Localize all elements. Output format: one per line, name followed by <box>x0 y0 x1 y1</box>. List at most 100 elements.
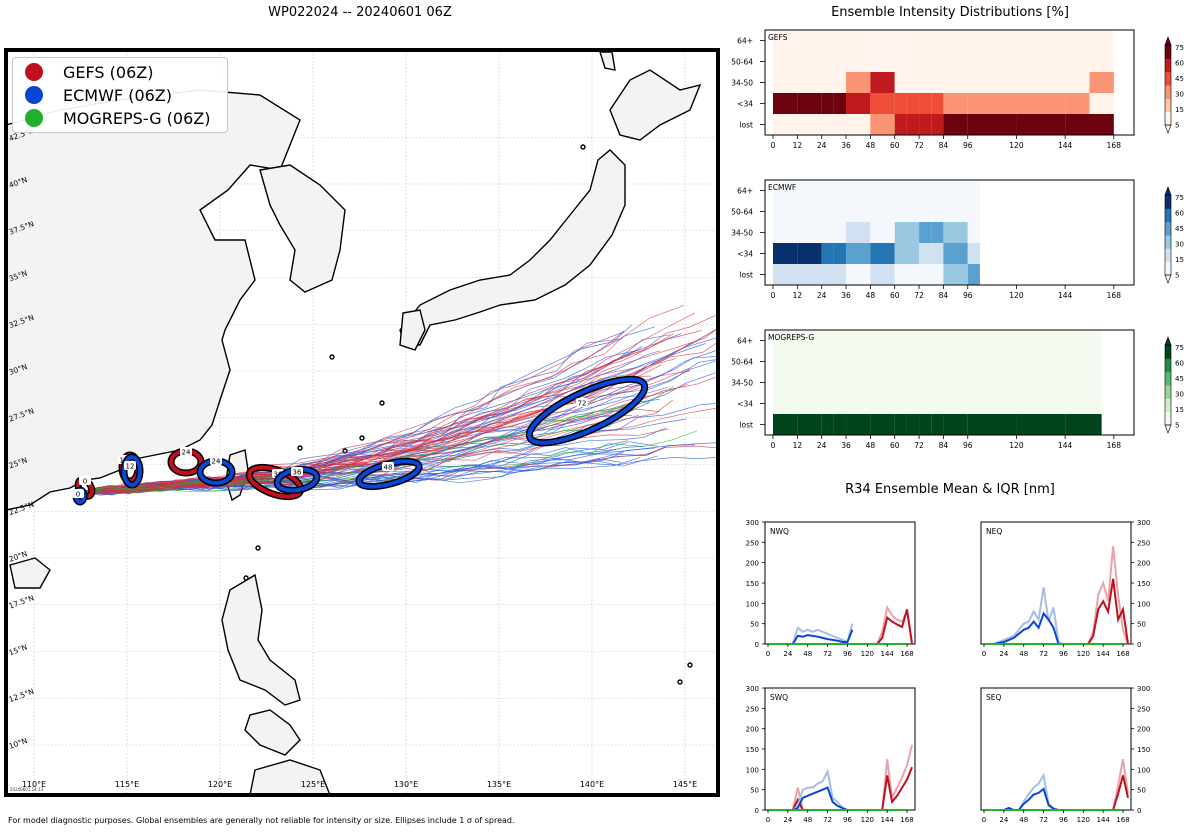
heatmap-cell <box>1089 393 1102 414</box>
heatmap-cell <box>1016 51 1066 72</box>
heatmap-xtick-label: 168 <box>1107 291 1122 300</box>
colorbar-tick-label: 75 <box>1175 194 1184 202</box>
heatmap-xtick-label: 84 <box>939 291 949 300</box>
r34-ytick-label: 250 <box>1137 705 1150 713</box>
ensemble-track <box>79 348 642 494</box>
heatmap-cell <box>821 372 834 393</box>
heatmap-cell <box>821 30 834 51</box>
r34-xtick-label: 72 <box>1039 816 1048 824</box>
colorbar-segment <box>1165 398 1171 413</box>
lon-tick-label: 135°E <box>487 780 511 789</box>
r34-xtick-label: 168 <box>900 816 913 824</box>
heatmap-cell <box>821 330 834 351</box>
colorbar-top-arrow <box>1164 36 1172 46</box>
map-title: WP022024 -- 20240601 06Z <box>268 5 452 20</box>
heatmap-cell <box>773 222 798 243</box>
heatmap-cell <box>967 243 980 264</box>
heatmap-cell <box>931 93 944 114</box>
heatmap-row-label: 34-50 <box>731 379 753 388</box>
heatmap-cell <box>894 222 907 243</box>
r34-xtick-label: 96 <box>1059 816 1068 824</box>
colorbar-segment <box>1165 371 1171 386</box>
colorbar-border <box>1164 44 1172 126</box>
heatmap-xtick-label: 84 <box>939 441 949 450</box>
heatmap-xtick-label: 96 <box>963 291 973 300</box>
heatmap-cell <box>870 201 895 222</box>
heatmap-cell <box>894 414 907 435</box>
heatmap-xtick-label: 60 <box>890 141 900 150</box>
r34-ytick-label: 300 <box>1137 519 1150 527</box>
heatmap-cell <box>797 393 822 414</box>
colorbar-segment <box>1165 261 1171 276</box>
legend-marker-mogreps <box>25 109 43 127</box>
ensemble-track <box>79 338 623 493</box>
legend-label-gefs: GEFS (06Z) <box>63 62 154 82</box>
colorbar-tick-label: 5 <box>1175 272 1179 280</box>
heatmap-xtick-label: 72 <box>914 291 924 300</box>
heatmap-cell <box>870 114 895 135</box>
heatmap-xtick-label: 24 <box>817 291 827 300</box>
heatmap-cell <box>773 243 798 264</box>
r34-frame <box>764 687 916 811</box>
heatmap-cell <box>931 264 944 285</box>
heatmap-cell <box>846 372 871 393</box>
colorbar-tick-label: 15 <box>1175 406 1184 414</box>
r34-ytick-label: 100 <box>1137 600 1150 608</box>
r34-xtick-label: 96 <box>843 650 852 658</box>
heatmap-xtick-label: 96 <box>963 441 973 450</box>
heatmap-cell <box>1089 114 1114 135</box>
heatmap-cell <box>870 243 895 264</box>
heatmap-cell <box>906 30 920 51</box>
r34-ytick-label: 50 <box>1137 621 1146 629</box>
heatmap-cell <box>919 414 932 435</box>
ellipse-label-bg <box>210 456 222 465</box>
ellipse-label: 12 <box>126 463 135 471</box>
colorbar-segment <box>1165 248 1171 263</box>
heatmap-cell <box>1065 330 1090 351</box>
heatmap-cell <box>821 243 834 264</box>
heatmap-cell <box>821 93 834 114</box>
heatmap-xtick-label: 12 <box>793 441 803 450</box>
heatmap-cell <box>870 264 895 285</box>
heatmap-row-label: 50-64 <box>731 58 753 67</box>
r34-xtick-label: 24 <box>999 816 1008 824</box>
r34-panel-neq: NEQ 0 24 48 72 96 120 144 168 0 50 100 150 200 250 300 <box>980 519 1150 658</box>
r34-xtick-label: 24 <box>783 816 792 824</box>
r34-ytick-label: 150 <box>1137 746 1150 754</box>
heatmap-row-label: <34 <box>737 400 753 409</box>
heatmap-cell <box>906 180 920 201</box>
r34-ytick-label: 300 <box>746 519 759 527</box>
heatmap-cell <box>894 114 907 135</box>
ellipse-label-bg <box>291 467 303 476</box>
lon-tick-label: 130°E <box>394 780 418 789</box>
heatmap-cell <box>894 330 907 351</box>
ellipse-label-bg <box>72 489 84 498</box>
heatmap-cell <box>833 72 847 93</box>
heatmap-cell <box>833 372 847 393</box>
r34-xtick-label: 24 <box>783 650 792 658</box>
r34-frame <box>980 687 1132 811</box>
heatmap-xtick-label: 48 <box>866 441 876 450</box>
heatmap-cell <box>931 222 944 243</box>
lon-tick-label: 125°E <box>301 780 325 789</box>
colorbar-tick-label: 15 <box>1175 106 1184 114</box>
colorbar-tick-label: 75 <box>1175 44 1184 52</box>
heatmap-cell <box>1016 330 1066 351</box>
heatmap-cell <box>797 201 822 222</box>
heatmap-row-label: 34-50 <box>731 229 753 238</box>
r34-xtick-label: 0 <box>766 816 770 824</box>
heatmap-xtick-label: 60 <box>890 441 900 450</box>
heatmap-cell <box>943 72 968 93</box>
heatmap-cell <box>906 93 920 114</box>
land-hainan <box>9 557 51 589</box>
r34-ytick-label: 50 <box>750 621 759 629</box>
heatmap-cell <box>846 264 871 285</box>
colorbar-border <box>1164 194 1172 276</box>
r34-ytick-label: 150 <box>746 746 759 754</box>
r34-ytick-label: 200 <box>1137 560 1150 568</box>
heatmap-cell <box>833 393 847 414</box>
heatmap-cell <box>797 180 822 201</box>
heatmap-model-label: GEFS <box>768 33 788 42</box>
intensity-panel-ecmwf: ECMWF 64+ 50-64 34-50 <34 lost 0 12 24 36 48 60 72 84… <box>731 179 1184 300</box>
colorbar-segment <box>1165 58 1171 73</box>
